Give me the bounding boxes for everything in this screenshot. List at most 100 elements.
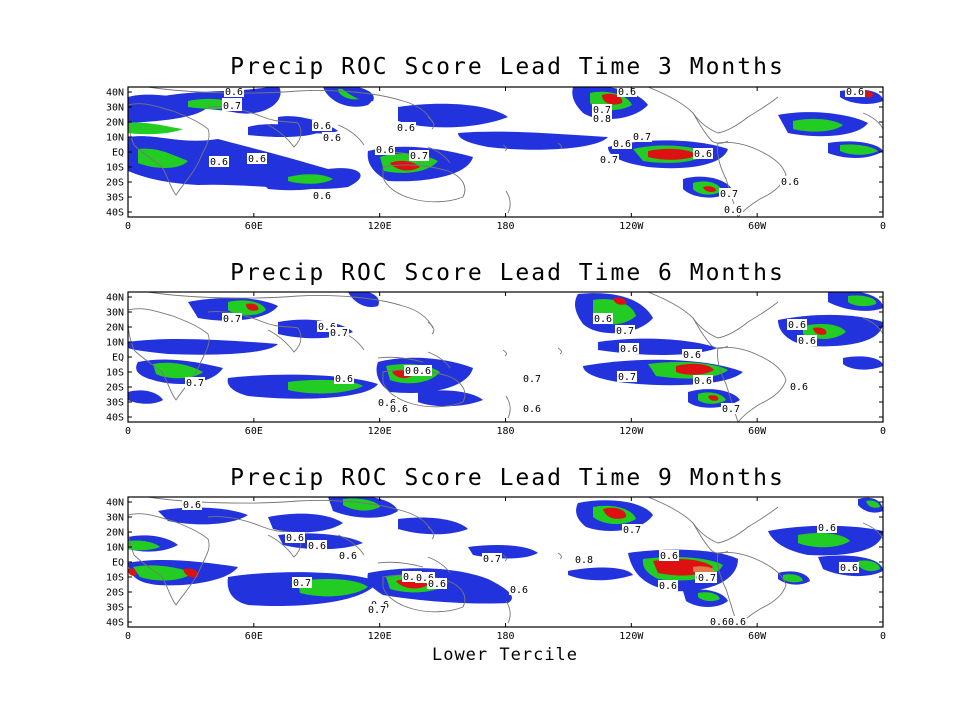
footer-label: Lower Tercile xyxy=(431,645,579,665)
lat-tick-label: 20N xyxy=(106,118,124,129)
lat-tick-label: 30S xyxy=(106,398,124,409)
lon-tick-label: 0 xyxy=(880,631,886,642)
svg-text:0.6: 0.6 xyxy=(728,617,746,628)
contour-label: 0.6 xyxy=(659,550,679,562)
lat-tick-label: 30S xyxy=(106,193,124,204)
contour-label: 0.6 xyxy=(612,138,632,150)
lat-tick-label: 30N xyxy=(106,103,124,114)
lon-tick-label: 60W xyxy=(748,426,767,437)
lat-tick-label: EQ xyxy=(112,558,124,569)
svg-text:0.6: 0.6 xyxy=(710,617,728,628)
lon-tick-label: 60E xyxy=(245,426,263,437)
contour-label: 0.6 xyxy=(593,313,613,325)
contour-label: 0.7 xyxy=(592,104,612,116)
lat-tick-label: 10S xyxy=(106,573,124,584)
map-area: 0.60.60.60.60.70.70.60.70.60.60.60.60.70… xyxy=(128,497,883,628)
contour-label: 0.7 xyxy=(409,150,429,162)
svg-text:0.7: 0.7 xyxy=(368,605,386,616)
svg-text:0.6: 0.6 xyxy=(378,398,396,409)
contour-label: 0.7 xyxy=(599,154,619,166)
lat-tick-label: 40N xyxy=(106,88,124,99)
contour-label: 0.6 xyxy=(682,349,702,361)
map-panel-3: 0.60.60.60.60.70.70.60.70.60.60.60.60.70… xyxy=(106,496,886,642)
contour-label: 0.6 xyxy=(787,319,807,331)
svg-text:0.8: 0.8 xyxy=(593,114,611,125)
lat-tick-label: 20N xyxy=(106,528,124,539)
svg-text:0.7: 0.7 xyxy=(618,372,636,383)
contour-label: 0.6 xyxy=(709,616,729,628)
lat-tick-label: 40N xyxy=(106,498,124,509)
contour-label: 0.7 xyxy=(721,403,741,415)
contour-label: 0.7 xyxy=(632,131,652,143)
svg-text:0.6: 0.6 xyxy=(416,573,434,584)
svg-text:0.7: 0.7 xyxy=(720,189,738,200)
lon-tick-label: 0 xyxy=(880,221,886,232)
lat-tick-label: 10N xyxy=(106,338,124,349)
svg-text:0.7: 0.7 xyxy=(633,132,651,143)
contour-label: 0.6 xyxy=(839,562,859,574)
lon-tick-label: 120W xyxy=(619,221,644,232)
contour-label: 0.6 xyxy=(338,550,358,562)
svg-text:0.6: 0.6 xyxy=(620,344,638,355)
contour-label: 0.6 xyxy=(307,540,327,552)
svg-text:0.6: 0.6 xyxy=(594,314,612,325)
contour-label: 0.6 xyxy=(209,156,229,168)
contour-label: 0.8 xyxy=(574,554,594,566)
lat-tick-label: 10N xyxy=(106,543,124,554)
lon-tick-label: 0 xyxy=(125,631,131,642)
svg-text:0.7: 0.7 xyxy=(698,573,716,584)
contour-label: 0.6 xyxy=(797,335,817,347)
lat-tick-label: 40S xyxy=(106,413,124,424)
map-area: 0.70.60.70.70.60.60.60.60.60.70.60.70.60… xyxy=(128,292,883,422)
svg-text:0.6: 0.6 xyxy=(694,376,712,387)
lat-tick-label: 20N xyxy=(106,323,124,334)
contour-label: 0.7 xyxy=(185,377,205,389)
contour-label: 0.6 xyxy=(312,190,332,202)
lat-tick-label: EQ xyxy=(112,148,124,159)
svg-text:0.6: 0.6 xyxy=(313,191,331,202)
svg-text:0.7: 0.7 xyxy=(623,525,641,536)
svg-text:0.7: 0.7 xyxy=(293,578,311,589)
contour-label: 0.6 xyxy=(658,580,678,592)
contour-label: 0.6 xyxy=(617,87,637,98)
svg-text:0.6: 0.6 xyxy=(308,541,326,552)
contour-label: 0.6 xyxy=(693,148,713,160)
svg-text:0.6: 0.6 xyxy=(523,404,541,415)
lat-tick-label: 20S xyxy=(106,588,124,599)
contour-label: 0.6 xyxy=(389,403,409,415)
lon-tick-label: 60E xyxy=(245,221,263,232)
svg-text:0.6: 0.6 xyxy=(428,579,446,590)
contour-label: 0.6 xyxy=(789,381,809,393)
svg-text:0.6: 0.6 xyxy=(846,87,864,98)
lat-tick-label: 40S xyxy=(106,618,124,629)
contour-label: 0.6 xyxy=(619,343,639,355)
svg-text:0.6: 0.6 xyxy=(683,350,701,361)
lon-tick-label: 120W xyxy=(619,631,644,642)
contour-label: 0.7 xyxy=(222,100,242,112)
contour-label: 0.7 xyxy=(522,373,542,385)
svg-text:0.6: 0.6 xyxy=(286,533,304,544)
lat-tick-label: 20S xyxy=(106,383,124,394)
contour-label: 0.6 xyxy=(415,572,435,584)
lon-tick-label: 60W xyxy=(748,631,767,642)
svg-text:0.6: 0.6 xyxy=(618,87,636,98)
contour-label: 0.6 xyxy=(723,204,743,216)
svg-text:0.6: 0.6 xyxy=(659,581,677,592)
svg-text:0.6: 0.6 xyxy=(397,123,415,134)
lon-tick-label: 60W xyxy=(748,221,767,232)
svg-text:0.6: 0.6 xyxy=(660,551,678,562)
lon-tick-label: 120E xyxy=(368,221,392,232)
svg-text:0.8: 0.8 xyxy=(575,555,593,566)
lat-tick-label: 30N xyxy=(106,308,124,319)
svg-text:0.6: 0.6 xyxy=(183,500,201,511)
svg-text:0.7: 0.7 xyxy=(600,155,618,166)
lat-tick-label: EQ xyxy=(112,353,124,364)
svg-text:0.6: 0.6 xyxy=(248,154,266,165)
contour-label: 0.6 xyxy=(845,87,865,98)
svg-text:0.6: 0.6 xyxy=(323,133,341,144)
svg-text:0.7: 0.7 xyxy=(186,378,204,389)
svg-text:0.6: 0.6 xyxy=(613,139,631,150)
svg-text:0.6: 0.6 xyxy=(818,523,836,534)
lon-tick-label: 0 xyxy=(880,426,886,437)
